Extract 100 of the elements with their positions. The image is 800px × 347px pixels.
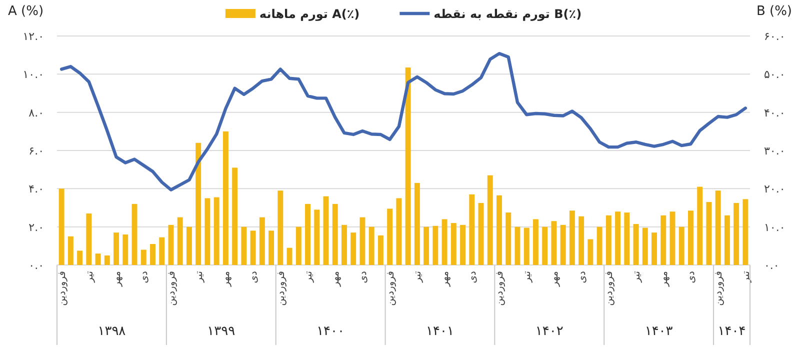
bar (222, 131, 228, 265)
bar (469, 194, 475, 265)
bar (186, 226, 192, 265)
x-tick-label: فروردین (385, 270, 396, 306)
bar (305, 204, 310, 265)
bar (387, 208, 393, 265)
bar (278, 190, 284, 265)
y-tick-label: ۰.۰ (28, 259, 44, 272)
bar (424, 226, 430, 265)
bar (624, 212, 630, 265)
y2-tick-label: ۱۰.۰ (764, 220, 786, 234)
x-tick-label: دی (467, 271, 478, 284)
x-tick-label: مهر (112, 271, 123, 288)
y-tick-label: ۸.۰ (28, 106, 44, 120)
x-tick-label: تیر (412, 270, 424, 284)
x-tick-label: تیر (632, 270, 643, 284)
x-tick-label: مهر (549, 271, 560, 288)
bar (442, 219, 448, 265)
bar (551, 221, 557, 265)
bar (642, 228, 648, 265)
bar (560, 224, 566, 265)
y-tick-label: ۴.۰ (28, 182, 44, 196)
text: ۱۴۰۰ (316, 324, 345, 339)
bar (633, 224, 639, 265)
bar (232, 168, 238, 265)
bar (596, 226, 602, 265)
bar (86, 213, 92, 265)
bar (742, 199, 748, 265)
bar (95, 254, 101, 265)
text: ۱۴۰۱ (426, 324, 454, 339)
bar (104, 255, 110, 265)
bar (378, 235, 384, 265)
y2-tick-label: ۳۰.۰ (764, 144, 786, 158)
bar (314, 210, 320, 265)
x-tick-label: تیر (194, 270, 205, 284)
bar (250, 230, 256, 265)
bar (432, 226, 438, 265)
bar (58, 188, 64, 265)
bar (652, 232, 657, 265)
bar (532, 219, 538, 265)
x-tick-label: فروردین (494, 270, 506, 306)
y2-tick-label: ۵۰.۰ (764, 68, 786, 82)
text: ۱۴۰۴ (718, 324, 746, 339)
bar (506, 212, 512, 265)
y2-tick-label: ۲۰.۰ (764, 182, 786, 196)
bar (670, 212, 676, 265)
bar (688, 210, 694, 265)
x-tick-label: تیر (84, 270, 96, 284)
bar (140, 250, 146, 265)
bar (460, 224, 466, 265)
x-tick-label: دی (139, 271, 150, 284)
bar (259, 217, 265, 265)
bar (122, 234, 128, 265)
text: ۱۴۰۳ (644, 324, 673, 339)
y-axis-title: A (%) (8, 4, 44, 19)
bar (114, 232, 120, 265)
x-tick-label: تیر (522, 270, 534, 284)
y2-tick-label: ۶۰.۰ (764, 30, 786, 43)
bar (496, 195, 502, 265)
bar (168, 224, 174, 265)
text: ۱۴۰۲ (535, 324, 564, 339)
x-tick-label: مهر (440, 271, 452, 288)
legend-label: تورم نقطه به نقطه B(٪) (434, 7, 582, 21)
bar (296, 226, 302, 265)
y2-tick-label: ۰.۰ (764, 259, 780, 272)
x-tick-label: فروردین (276, 270, 287, 306)
text: ۱۳۹۹ (207, 324, 236, 339)
y-tick-label: ۶.۰ (28, 144, 44, 158)
bar (706, 202, 712, 265)
y2-tick-label: ۴۰.۰ (764, 106, 786, 120)
y-tick-label: ۱۰.۰ (22, 68, 44, 82)
bar (734, 202, 740, 265)
bar (588, 239, 594, 265)
bar (286, 248, 292, 265)
bar (478, 202, 484, 265)
y-tick-label: ۱۲.۰ (22, 30, 44, 43)
bar (606, 215, 612, 265)
x-tick-label: دی (248, 271, 260, 284)
bar (360, 217, 366, 265)
bar (697, 186, 703, 265)
bar (241, 226, 247, 265)
bar (323, 196, 329, 265)
bar (177, 217, 183, 265)
legend-label: تورم ماهانه A(٪) (259, 7, 360, 21)
x-tick-label: فروردین (57, 270, 68, 306)
x-tick-label: مهر (221, 271, 232, 288)
bar (487, 175, 493, 265)
bar (724, 215, 730, 265)
bar (350, 232, 356, 265)
x-tick-label: دی (686, 271, 698, 284)
bar (159, 237, 165, 265)
bar (77, 250, 83, 265)
y2-axis-title: B (%) (756, 4, 792, 19)
line-series (60, 52, 748, 192)
x-tick-label: فروردین (604, 270, 616, 306)
bar (414, 182, 420, 265)
bar (542, 226, 548, 265)
bar (524, 228, 530, 265)
x-tick-label: مهر (330, 271, 342, 288)
bar (332, 204, 338, 265)
